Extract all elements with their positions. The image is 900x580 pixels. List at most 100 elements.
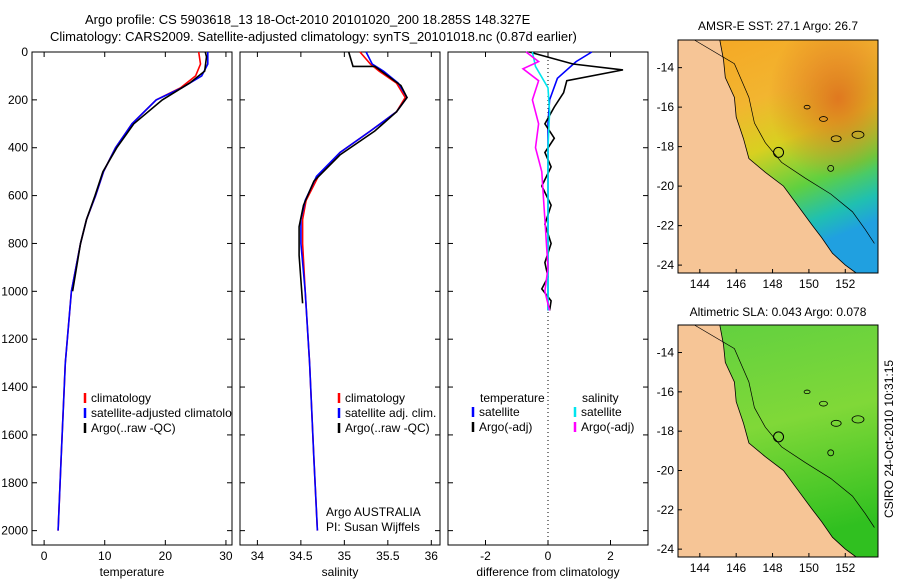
figure-title-line2: Climatology: CARS2009. Satellite-adjuste… xyxy=(50,29,577,44)
sla-map-xtick-label: 152 xyxy=(835,561,855,575)
difference-legend-header-temperature: temperature xyxy=(480,391,545,405)
difference-profile-series-salinity-argo xyxy=(521,51,551,311)
difference-legend-label-3: Argo(-adj) xyxy=(581,420,634,434)
sla-map-reef-3 xyxy=(803,389,811,395)
temperature-profile-xtick-label: 10 xyxy=(98,549,112,563)
salinity-annotation-1: PI: Susan Wijffels xyxy=(326,520,420,534)
difference-profile-panel: -2 0 2 difference from climatology xyxy=(447,51,649,579)
sla-map-frame xyxy=(677,324,879,558)
temperature-profile-panel: 0 10 20 30 temperature 0 200 400 600 800 1000 1200 1… xyxy=(1,45,233,579)
temperature-profile-xlabel: temperature xyxy=(100,565,165,579)
temperature-profile-legend-label-1: satellite-adjusted climatology xyxy=(91,406,244,420)
depth-tick-label: 200 xyxy=(8,93,28,107)
depth-tick-label: 0 xyxy=(21,45,28,59)
sla-map-shelf-contour xyxy=(694,324,875,528)
difference-profile-xtick-label: -2 xyxy=(480,549,491,563)
temperature-profile-xtick-label: 20 xyxy=(159,549,173,563)
depth-tick-label: 2000 xyxy=(1,524,28,538)
salinity-profile-xtick-label: 35 xyxy=(338,549,352,563)
salinity-profile-panel: 34 34.5 35 35.5 36 salinity xyxy=(239,51,441,579)
sst-map-shelf-contour xyxy=(694,39,875,244)
temperature-profile-xtick-label: 30 xyxy=(219,549,233,563)
salinity-profile-legend-label-1: satellite adj. clim. xyxy=(345,406,436,420)
salinity-profile-legend-label-2: Argo(..raw -QC) xyxy=(345,421,430,435)
salinity-profile-legend-label-0: climatology xyxy=(345,391,405,405)
depth-tick-label: 400 xyxy=(8,141,28,155)
sla-map-ytick-label: -18 xyxy=(657,424,675,438)
sst-map-ytick-label: -18 xyxy=(657,140,675,154)
depth-tick-label: 1400 xyxy=(1,380,28,394)
sla-map: Altimetric SLA: 0.043 Argo: 0.078 144 146 1… xyxy=(657,305,879,575)
salinity-profile-frame xyxy=(239,51,441,546)
difference-profile-xtick-label: 2 xyxy=(607,549,614,563)
sla-map-xtick-label: 146 xyxy=(726,561,746,575)
sla-map-small-marker xyxy=(827,449,835,457)
temperature-profile-legend-label-2: Argo(..raw -QC) xyxy=(91,421,176,435)
depth-tick-label: 1000 xyxy=(1,284,28,298)
salinity-profile-xtick-label: 35.5 xyxy=(376,549,400,563)
salinity-profile-xtick-label: 34.5 xyxy=(289,549,313,563)
difference-profile-series-salinity-satellite xyxy=(531,51,551,311)
salinity-profile-xtick-label: 34 xyxy=(251,549,265,563)
salinity-profile-series-argo xyxy=(298,51,408,304)
depth-tick-label: 600 xyxy=(8,189,28,203)
sst-map-ytick-label: -24 xyxy=(657,258,675,272)
difference-legend: temperature salinitysatelliteArgo(-adj)sa… xyxy=(471,391,634,434)
sst-map: AMSR-E SST: 27.1 Argo: 26.7 144 146 148 150 1… xyxy=(657,19,879,291)
sst-map-ytick-label: -22 xyxy=(657,219,675,233)
depth-tick-label: 1600 xyxy=(1,428,28,442)
difference-legend-label-2: satellite xyxy=(581,405,622,419)
sla-map-title: Altimetric SLA: 0.043 Argo: 0.078 xyxy=(690,305,867,319)
sst-map-title: AMSR-E SST: 27.1 Argo: 26.7 xyxy=(698,19,858,33)
depth-tick-label: 1800 xyxy=(1,476,28,490)
sst-map-frame xyxy=(677,39,879,274)
sst-map-reef-0 xyxy=(819,116,828,122)
temperature-profile-frame xyxy=(31,51,233,546)
sla-map-ytick-label: -22 xyxy=(657,503,675,517)
sla-map-ytick-label: -14 xyxy=(657,346,675,360)
sst-map-xtick-label: 146 xyxy=(726,277,746,291)
temperature-profile-xtick-label: 0 xyxy=(41,549,48,563)
sst-map-reef-2 xyxy=(851,130,865,139)
sst-map-ytick-label: -16 xyxy=(657,100,675,114)
sla-map-ytick-label: -24 xyxy=(657,542,675,556)
sst-map-reef-3 xyxy=(803,104,811,110)
salinity-profile-series-satellite xyxy=(300,51,408,531)
sla-map-xtick-label: 148 xyxy=(763,561,783,575)
difference-profile-xlabel: difference from climatology xyxy=(476,565,619,579)
sst-map-reef-1 xyxy=(830,135,842,143)
figure-title-line1: Argo profile: CS 5903618_13 18-Oct-2010 … xyxy=(85,12,531,27)
sla-map-argo-position-marker xyxy=(773,431,785,443)
sst-map-xtick-label: 148 xyxy=(763,277,783,291)
sla-map-ytick-label: -20 xyxy=(657,463,675,477)
salinity-profile-xtick-label: 36 xyxy=(425,549,439,563)
salinity-annotation-0: Argo AUSTRALIA xyxy=(326,505,421,519)
sst-map-ytick-label: -20 xyxy=(657,179,675,193)
difference-legend-label-1: Argo(-adj) xyxy=(479,420,532,434)
temperature-profile-series-argo xyxy=(71,51,208,292)
sst-map-small-marker xyxy=(827,164,835,172)
sst-map-ytick-label: -14 xyxy=(657,61,675,75)
sst-map-land xyxy=(677,39,858,274)
sla-map-reef-1 xyxy=(830,419,842,427)
sst-map-xtick-label: 144 xyxy=(690,277,710,291)
sst-map-xtick-label: 150 xyxy=(799,277,819,291)
sla-map-xtick-label: 144 xyxy=(690,561,710,575)
difference-legend-header-salinity: salinity xyxy=(582,391,619,405)
temperature-profile-legend-label-0: climatology xyxy=(91,391,151,405)
sla-map-xtick-label: 150 xyxy=(799,561,819,575)
depth-tick-label: 800 xyxy=(8,236,28,250)
sla-map-ytick-label: -16 xyxy=(657,385,675,399)
difference-legend-label-0: satellite xyxy=(479,405,520,419)
sla-map-reef-0 xyxy=(819,400,828,407)
sla-map-land xyxy=(677,324,858,558)
difference-profile-xtick-label: 0 xyxy=(545,549,552,563)
depth-tick-label: 1200 xyxy=(1,332,28,346)
sla-map-reef-2 xyxy=(851,415,865,424)
salinity-profile-xlabel: salinity xyxy=(322,565,359,579)
sst-map-argo-position-marker xyxy=(773,146,785,158)
